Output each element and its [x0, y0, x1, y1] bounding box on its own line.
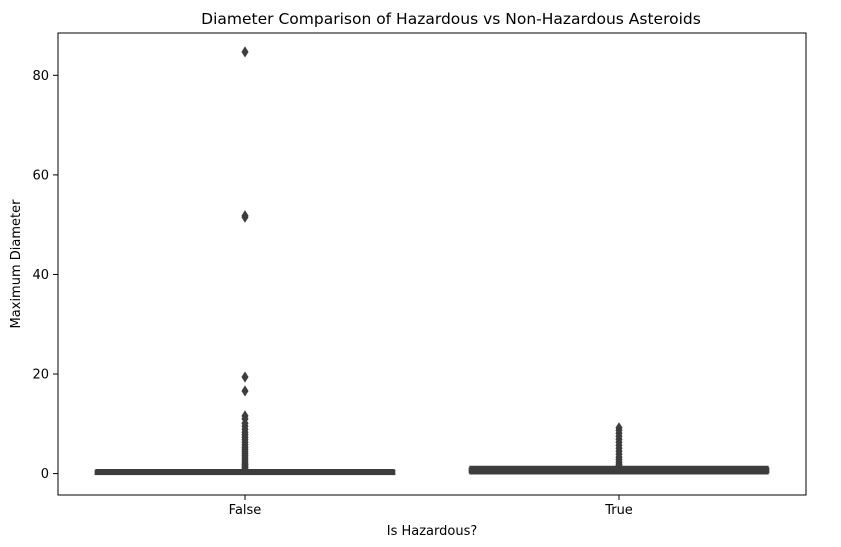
chart-title: Diameter Comparison of Hazardous vs Non-…	[201, 10, 701, 28]
outlier-point	[241, 46, 249, 58]
y-tick-label: 40	[32, 268, 49, 283]
x-axis-label: Is Hazardous?	[387, 524, 478, 539]
outlier-point	[241, 211, 249, 223]
y-tick-label: 20	[32, 368, 49, 383]
y-axis-label: Maximum Diameter	[9, 199, 24, 329]
box-true	[468, 422, 770, 475]
outlier-point	[241, 371, 249, 383]
outlier-point	[615, 460, 623, 472]
plot-area	[94, 46, 770, 476]
outlier-point	[241, 385, 249, 397]
y-tick-label: 0	[41, 467, 49, 482]
y-tick-label: 80	[32, 69, 49, 84]
box-false	[94, 46, 396, 476]
x-tick-label: False	[229, 503, 262, 518]
x-axis: False True	[229, 495, 633, 518]
y-axis: 0 20 40 60 80	[32, 69, 58, 482]
plot-frame	[57, 32, 807, 496]
x-tick-label: True	[604, 503, 633, 518]
outlier-point	[241, 463, 249, 475]
y-tick-label: 60	[32, 168, 49, 183]
